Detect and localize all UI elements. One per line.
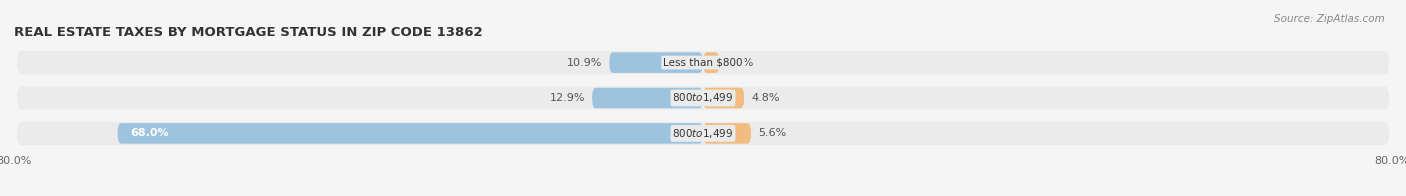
FancyBboxPatch shape [609, 52, 703, 73]
Text: $800 to $1,499: $800 to $1,499 [672, 127, 734, 140]
Text: 68.0%: 68.0% [131, 128, 169, 138]
Text: 5.6%: 5.6% [758, 128, 786, 138]
FancyBboxPatch shape [17, 51, 1389, 74]
FancyBboxPatch shape [17, 86, 1389, 110]
Text: Less than $800: Less than $800 [664, 58, 742, 68]
Text: 10.9%: 10.9% [567, 58, 602, 68]
FancyBboxPatch shape [592, 88, 703, 108]
FancyBboxPatch shape [17, 122, 1389, 145]
Text: Source: ZipAtlas.com: Source: ZipAtlas.com [1274, 14, 1385, 24]
Text: $800 to $1,499: $800 to $1,499 [672, 92, 734, 104]
Text: REAL ESTATE TAXES BY MORTGAGE STATUS IN ZIP CODE 13862: REAL ESTATE TAXES BY MORTGAGE STATUS IN … [14, 26, 482, 39]
Text: 1.9%: 1.9% [727, 58, 755, 68]
Text: 12.9%: 12.9% [550, 93, 585, 103]
Text: 4.8%: 4.8% [751, 93, 780, 103]
FancyBboxPatch shape [703, 88, 744, 108]
FancyBboxPatch shape [703, 52, 720, 73]
FancyBboxPatch shape [703, 123, 751, 144]
FancyBboxPatch shape [117, 123, 703, 144]
